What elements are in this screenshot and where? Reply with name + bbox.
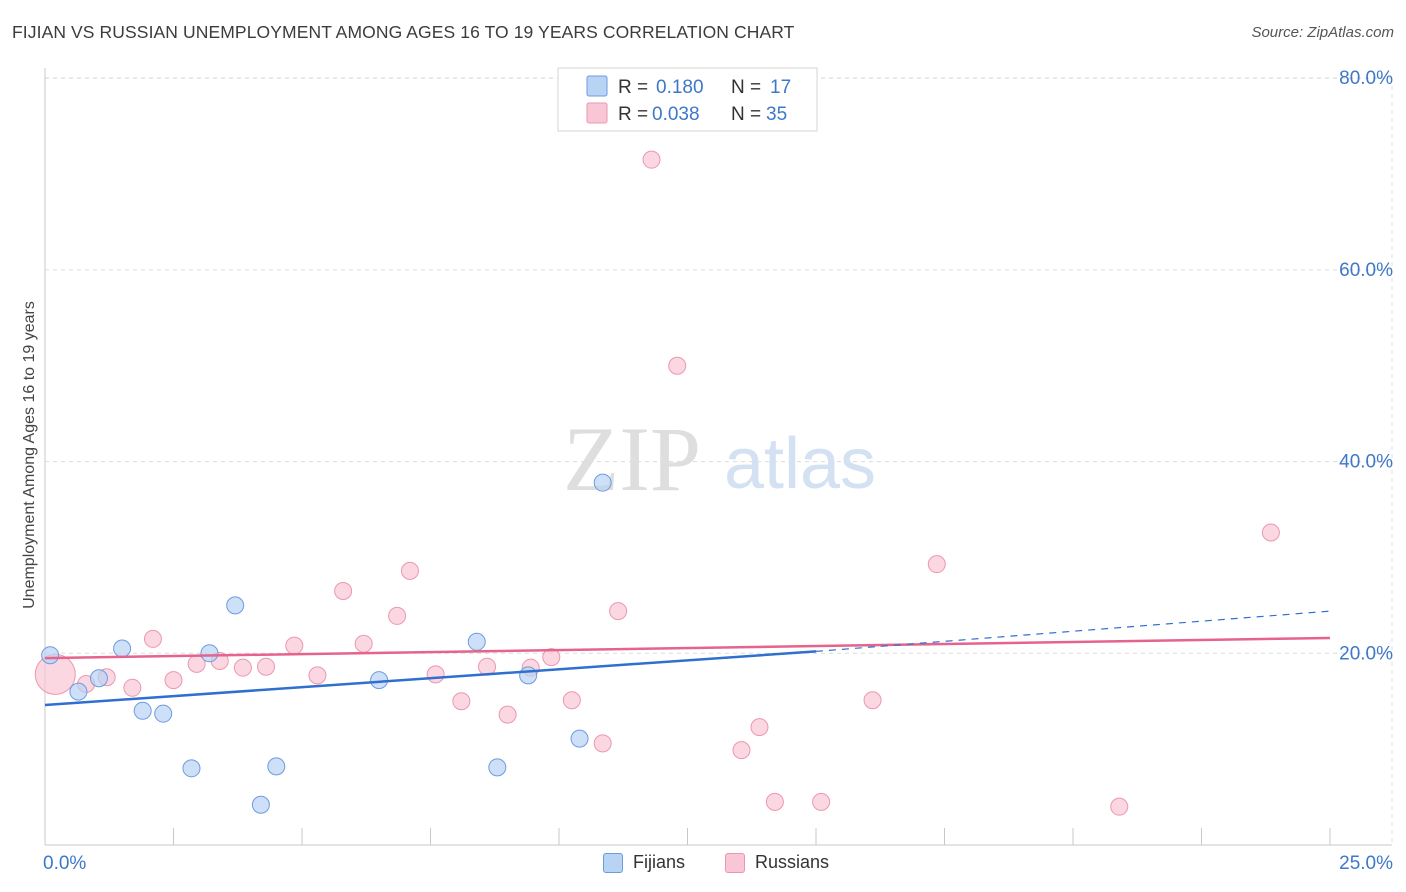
point-fijians-16 bbox=[593, 473, 612, 492]
x-tick-label-min: 0.0% bbox=[43, 853, 86, 874]
point-fijians-3 bbox=[113, 639, 132, 658]
legend-swatch-russians-bottom bbox=[725, 852, 745, 873]
y-tick-label-80: 80.0% bbox=[1339, 68, 1393, 89]
legend-r-label-russians: R = bbox=[618, 104, 648, 125]
point-russians-29 bbox=[765, 792, 784, 811]
legend-r-label-fijians: R = bbox=[618, 77, 648, 98]
series-legend: Fijians Russians bbox=[0, 852, 1406, 878]
point-russians-4 bbox=[143, 629, 162, 648]
point-russians-11 bbox=[308, 666, 327, 685]
point-russians-28 bbox=[750, 718, 769, 737]
legend-n-label-russians: N = bbox=[731, 104, 761, 125]
point-fijians-2 bbox=[89, 669, 108, 688]
legend-label-fijians: Fijians bbox=[633, 852, 686, 872]
point-russians-23 bbox=[593, 734, 612, 753]
trend-line-russians bbox=[44, 636, 1331, 660]
point-russians-9 bbox=[257, 657, 276, 676]
point-russians-21 bbox=[542, 648, 561, 667]
point-fijians-15 bbox=[570, 729, 589, 748]
point-russians-3 bbox=[123, 678, 142, 697]
point-russians-5 bbox=[164, 671, 183, 690]
tick-labels: 20.0% 40.0% 60.0% 80.0% 0.0% 25.0% bbox=[43, 68, 1393, 874]
source-label: Source: ZipAtlas.com bbox=[1251, 24, 1394, 41]
axes bbox=[44, 68, 1392, 846]
point-fijians-4 bbox=[133, 701, 152, 720]
point-russians-12 bbox=[334, 581, 353, 600]
point-russians-17 bbox=[452, 692, 471, 711]
point-fijians-5 bbox=[154, 704, 173, 723]
legend-swatch-fijians-bottom bbox=[603, 852, 623, 873]
legend-n-value-russians: 35 bbox=[766, 104, 787, 125]
legend-swatch-russians bbox=[586, 102, 608, 124]
point-fijians-1 bbox=[69, 682, 88, 701]
y-tick-label-20: 20.0% bbox=[1339, 643, 1393, 664]
point-fijians-14 bbox=[519, 666, 538, 685]
legend-r-value-russians: 0.038 bbox=[652, 104, 700, 125]
point-russians-34 bbox=[1261, 523, 1280, 542]
point-russians-25 bbox=[642, 150, 661, 169]
grid-lines bbox=[45, 77, 1393, 845]
point-fijians-10 bbox=[267, 757, 286, 776]
point-russians-30 bbox=[812, 792, 831, 811]
trend-line-fijians bbox=[44, 650, 817, 707]
legend-item-fijians: Fijians bbox=[603, 852, 685, 873]
point-russians-8 bbox=[233, 658, 252, 677]
legend-n-value-fijians: 17 bbox=[770, 77, 791, 98]
point-fijians-9 bbox=[251, 795, 270, 814]
chart-title: FIJIAN VS RUSSIAN UNEMPLOYMENT AMONG AGE… bbox=[12, 22, 795, 42]
point-russians-19 bbox=[498, 705, 517, 724]
y-tick-label-40: 40.0% bbox=[1339, 452, 1393, 473]
point-russians-24 bbox=[609, 602, 628, 621]
point-russians-22 bbox=[562, 691, 581, 710]
data-points bbox=[34, 150, 1280, 816]
legend-r-value-fijians: 0.180 bbox=[656, 77, 704, 98]
point-russians-32 bbox=[927, 555, 946, 574]
legend-label-russians: Russians bbox=[755, 852, 830, 872]
point-russians-31 bbox=[863, 691, 882, 710]
point-russians-14 bbox=[388, 606, 407, 625]
point-fijians-0 bbox=[41, 646, 60, 665]
point-fijians-13 bbox=[488, 758, 507, 777]
point-russians-27 bbox=[732, 741, 751, 760]
point-fijians-12 bbox=[467, 632, 486, 651]
watermark: ZIP atlas bbox=[563, 408, 876, 510]
legend-item-russians: Russians bbox=[725, 852, 829, 873]
trend-line-fijians-projection bbox=[815, 610, 1331, 652]
point-russians-33 bbox=[1110, 797, 1129, 816]
point-russians-13 bbox=[354, 634, 373, 653]
correlation-legend: R = 0.180 N = 17 R = 0.038 N = 35 bbox=[557, 67, 818, 132]
point-russians-10 bbox=[285, 636, 304, 655]
legend-n-label-fijians: N = bbox=[731, 77, 761, 98]
trend-lines bbox=[44, 610, 1331, 707]
legend-swatch-fijians bbox=[586, 75, 608, 97]
point-russians-26 bbox=[668, 356, 687, 375]
x-tick-label-max: 25.0% bbox=[1339, 853, 1393, 874]
point-fijians-7 bbox=[200, 644, 219, 663]
point-russians-15 bbox=[400, 561, 419, 580]
point-fijians-8 bbox=[226, 596, 245, 615]
watermark-zip: ZIP bbox=[563, 408, 701, 510]
y-tick-label-60: 60.0% bbox=[1339, 260, 1393, 281]
watermark-atlas: atlas bbox=[724, 424, 876, 504]
point-russians-16 bbox=[426, 665, 445, 684]
point-fijians-6 bbox=[182, 759, 201, 778]
